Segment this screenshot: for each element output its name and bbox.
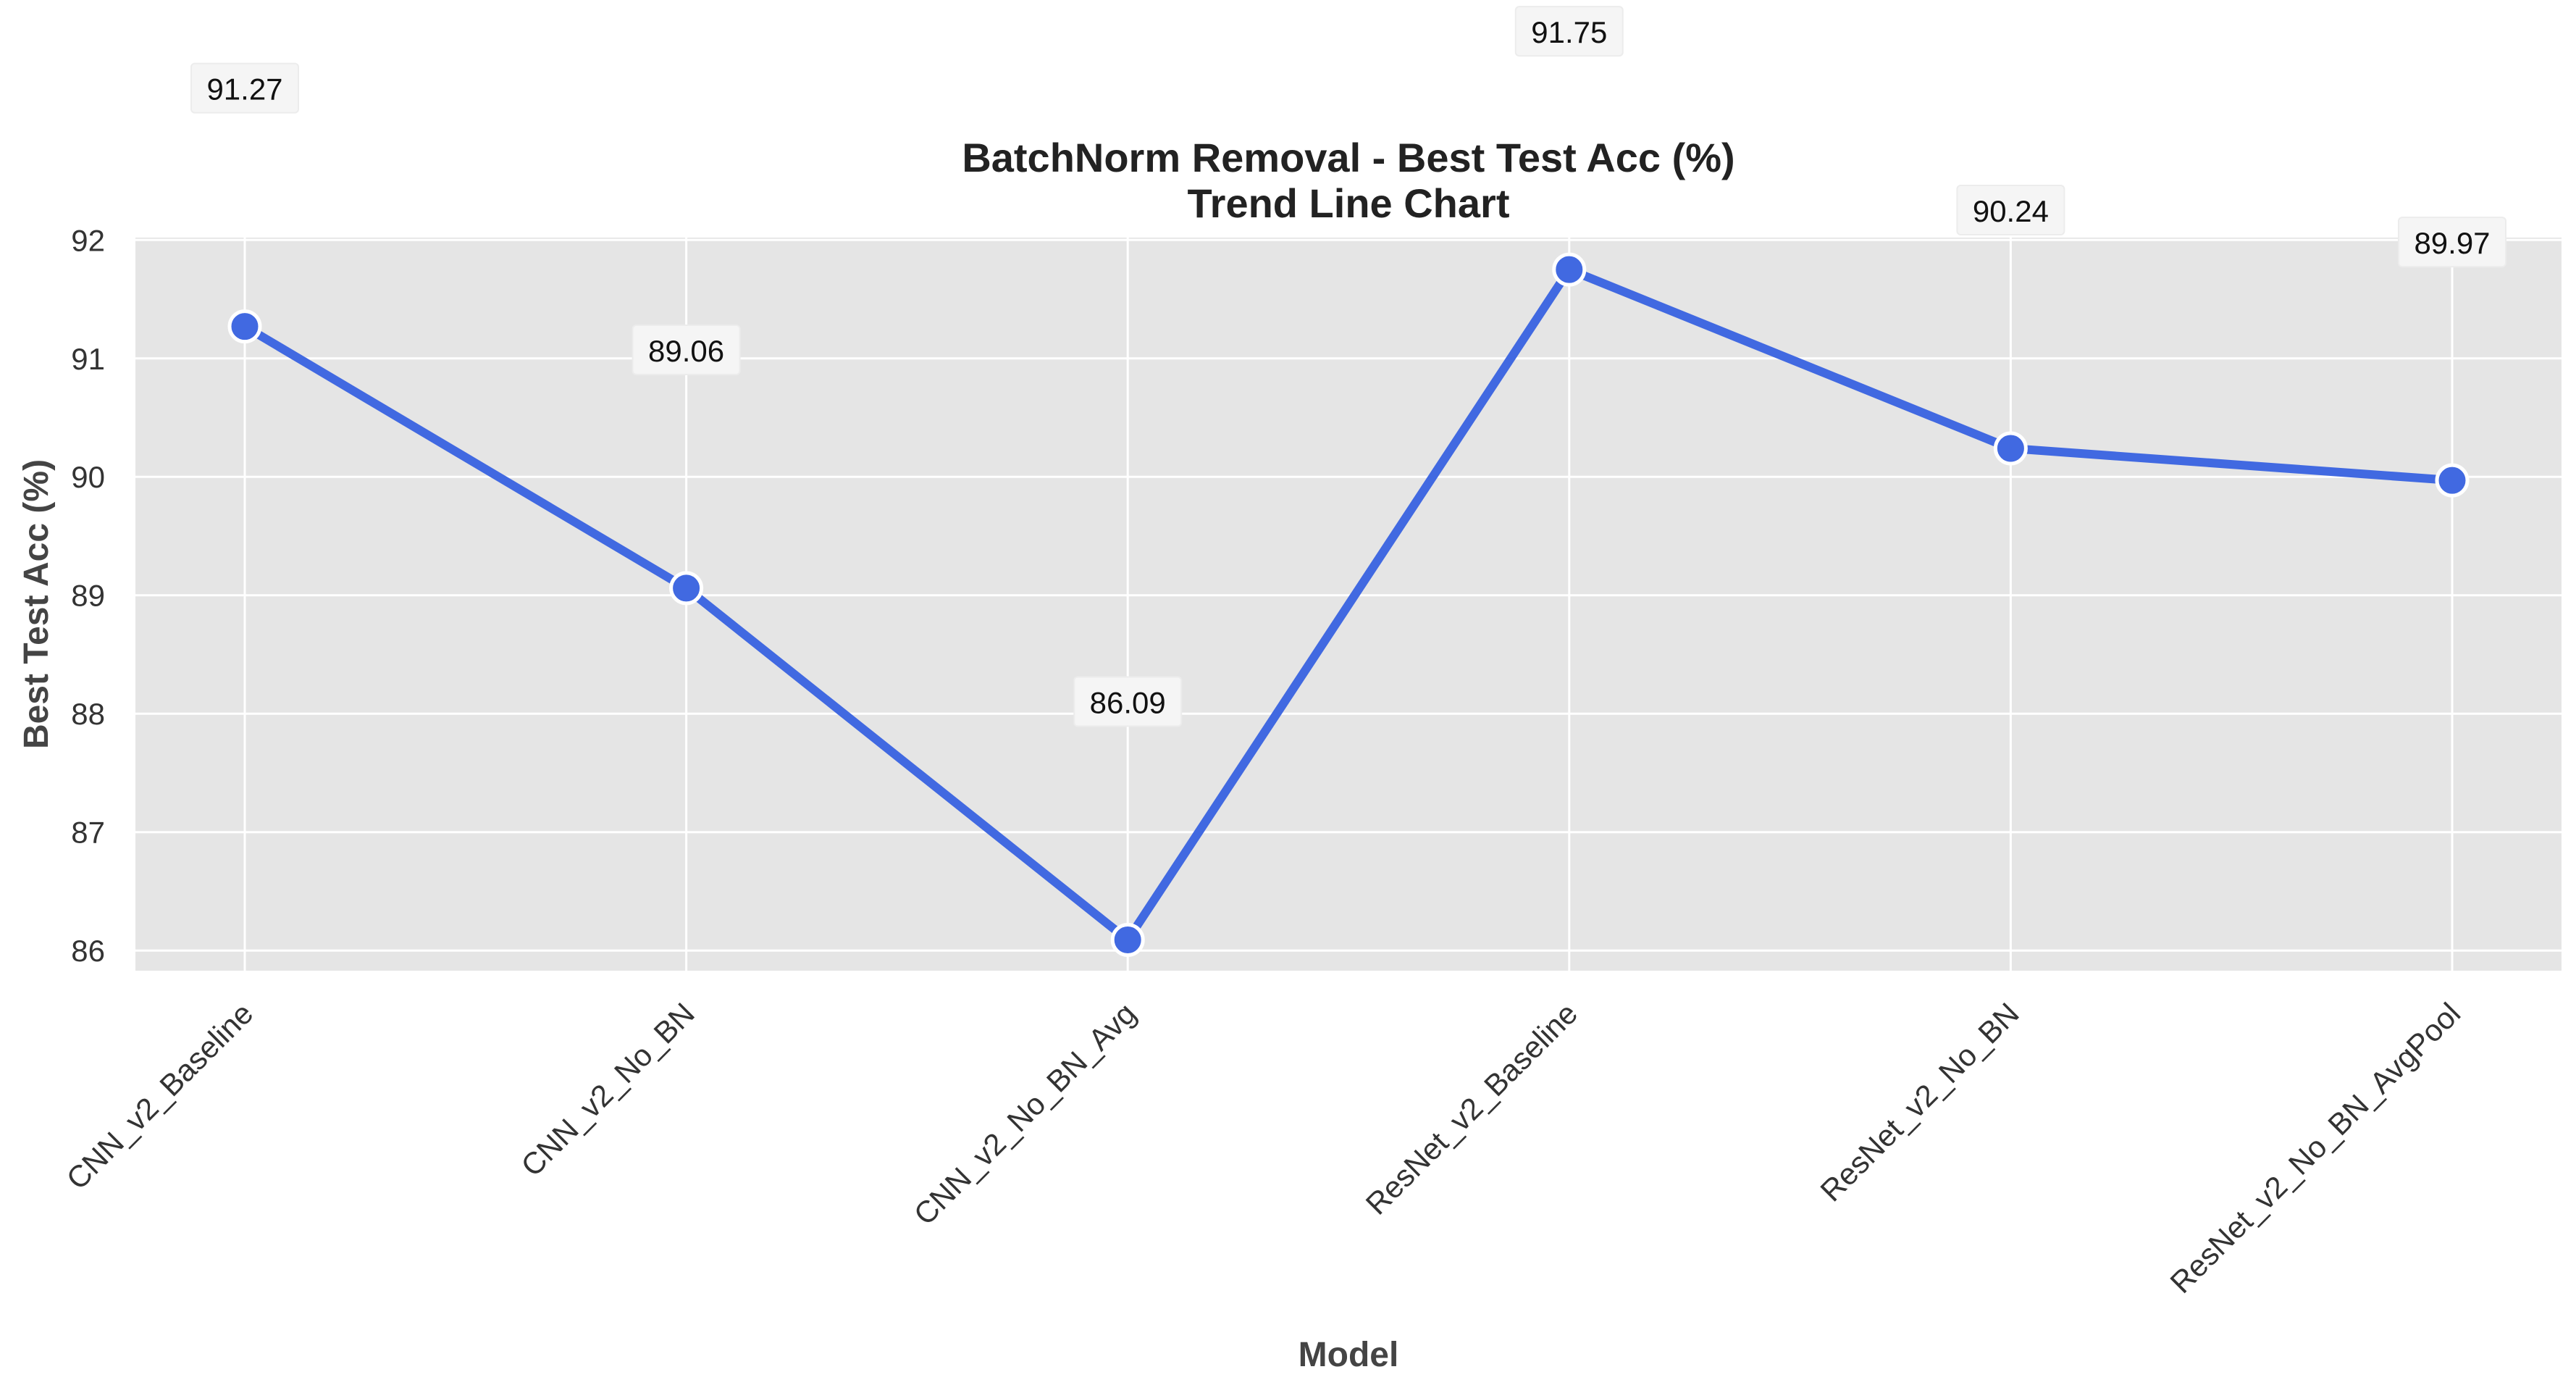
data-label: 89.97	[2398, 217, 2506, 268]
data-label-text: 86.09	[1090, 686, 1166, 720]
data-label-box	[1956, 185, 2065, 236]
data-point	[669, 571, 704, 606]
data-label: 86.09	[1073, 676, 1183, 727]
data-label-box	[632, 324, 741, 375]
y-tick-label: 86	[71, 934, 105, 968]
data-label-box	[2398, 217, 2506, 268]
y-tick-label: 89	[71, 579, 105, 613]
data-label-text: 91.75	[1531, 15, 1607, 49]
data-label-text: 89.06	[648, 334, 724, 368]
x-tick-label: ResNet_v2_No_BN_AvgPool	[2163, 996, 2467, 1300]
x-tick-label: ResNet_v2_Baseline	[1359, 996, 1585, 1221]
data-point	[1110, 922, 1145, 957]
data-label-box	[1514, 6, 1624, 57]
chart-subtitle: Trend Line Chart	[1188, 180, 1510, 226]
data-label: 89.06	[632, 324, 741, 375]
data-label: 91.27	[190, 62, 299, 114]
chart-title: BatchNorm Removal - Best Test Acc (%)	[962, 135, 1734, 180]
data-label: 90.24	[1956, 185, 2065, 236]
x-tick-label: CNN_v2_Baseline	[59, 996, 259, 1196]
x-tick-labels: CNN_v2_Baseline CNN_v2_No_BN CNN_v2_No_BN_…	[59, 996, 2467, 1300]
x-tick-label: ResNet_v2_No_BN	[1813, 996, 2025, 1208]
y-tick-label: 91	[71, 342, 105, 376]
data-label-text: 90.24	[1973, 194, 2049, 228]
y-axis-label: Best Test Acc (%)	[17, 459, 56, 749]
data-point	[1552, 252, 1587, 287]
data-label: 91.75	[1514, 6, 1624, 57]
data-points	[227, 252, 2470, 957]
y-tick-label: 88	[71, 697, 105, 731]
y-tick-label: 90	[71, 460, 105, 494]
y-tick-label: 92	[71, 223, 105, 257]
data-point	[1993, 431, 2028, 466]
x-tick-label: CNN_v2_No_BN	[514, 996, 701, 1183]
x-axis-label: Model	[1299, 1336, 1399, 1374]
data-label-text: 91.27	[206, 72, 282, 106]
data-label-text: 89.97	[2414, 226, 2490, 260]
data-point	[2435, 463, 2470, 498]
data-point	[227, 309, 262, 344]
data-label-box	[190, 62, 299, 114]
series-line	[240, 265, 2457, 945]
y-tick-labels: 86 87 88 89 90 91 92	[71, 223, 105, 968]
x-tick-label: CNN_v2_No_BN_Avg	[907, 996, 1143, 1231]
data-label-box	[1073, 676, 1183, 727]
data-value-labels: 91.27 89.06 86.09 91.75 90.24 89.97	[190, 6, 2506, 727]
y-tick-label: 87	[71, 816, 105, 850]
